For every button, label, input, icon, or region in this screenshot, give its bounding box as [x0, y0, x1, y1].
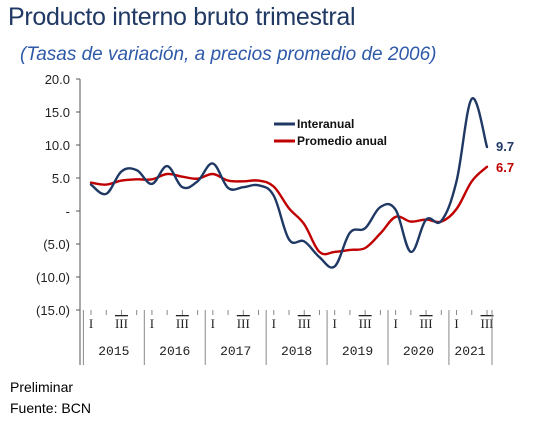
y-tick-label: (10.0): [36, 270, 70, 285]
x-year-label: 2021: [454, 344, 485, 359]
legend-label-interanual: Interanual: [297, 117, 354, 131]
x-quarter-label: III: [298, 316, 311, 331]
x-year-label: 2015: [98, 344, 129, 359]
x-quarter-label: I: [211, 316, 215, 331]
end-label-promedio: 6.7: [496, 160, 514, 175]
x-quarter-label: I: [393, 316, 397, 331]
x-quarter-label: I: [150, 316, 154, 331]
legend-label-promedio: Promedio anual: [297, 134, 387, 148]
x-quarter-label: I: [89, 316, 93, 331]
x-quarter-label: I: [272, 316, 276, 331]
y-tick-label: -: [66, 204, 70, 219]
chart-subtitle: (Tasas de variación, a precios promedio …: [20, 44, 437, 65]
y-tick-label: 15.0: [45, 105, 70, 120]
footnote-preliminar: Preliminar: [10, 379, 74, 395]
x-year-label: 2019: [342, 344, 373, 359]
x-quarter-label: III: [481, 316, 494, 331]
x-year-label: 2016: [159, 344, 190, 359]
y-tick-label: 5.0: [52, 171, 70, 186]
series-line-interanual: [89, 97, 489, 269]
y-tick-label: (5.0): [43, 237, 70, 252]
end-label-interanual: 9.7: [496, 139, 514, 154]
axis-layer: 20.015.010.05.0-(5.0)(10.0)(15.0)I III I II…: [36, 72, 494, 365]
x-year-label: 2018: [281, 344, 312, 359]
legend: Interanual Promedio anual: [274, 117, 387, 148]
x-quarter-label: III: [420, 316, 433, 331]
x-quarter-label: III: [176, 316, 189, 331]
y-tick-label: 10.0: [45, 138, 70, 153]
x-quarter-label: III: [237, 316, 250, 331]
y-tick-label: 20.0: [45, 72, 70, 87]
x-quarter-label: III: [359, 316, 372, 331]
y-tick-label: (15.0): [36, 303, 70, 318]
x-quarter-label: I: [454, 316, 458, 331]
x-quarter-label: I: [333, 316, 337, 331]
footnote-source: Fuente: BCN: [10, 400, 91, 416]
x-quarter-label: III: [115, 316, 128, 331]
chart-title: Producto interno bruto trimestral: [8, 3, 356, 31]
series-layer: [89, 97, 489, 269]
x-year-label: 2017: [220, 344, 251, 359]
x-year-label: 2020: [403, 344, 434, 359]
